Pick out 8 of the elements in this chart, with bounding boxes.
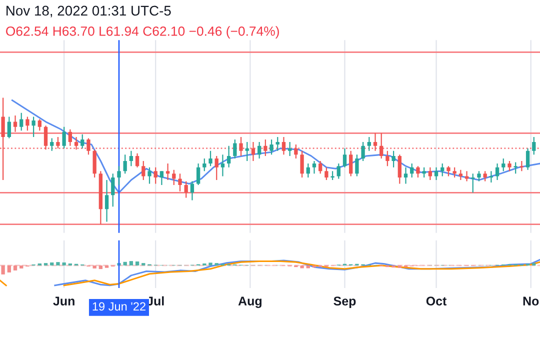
chart-title: Nov 18, 2022 01:31 UTC-5: [6, 6, 171, 18]
x-tick-label: Jun: [53, 296, 74, 306]
chart-subtitle: O62.54 H63.70 L61.94 C62.10 −0.46 (−0.74%): [6, 26, 279, 38]
ref-line-label: 19 Jun '22: [92, 302, 146, 311]
x-tick-label: Aug: [238, 296, 262, 308]
x-tick-label: No: [523, 296, 539, 306]
x-tick-label: Sep: [334, 296, 356, 308]
x-tick-label: Oct: [426, 296, 447, 306]
